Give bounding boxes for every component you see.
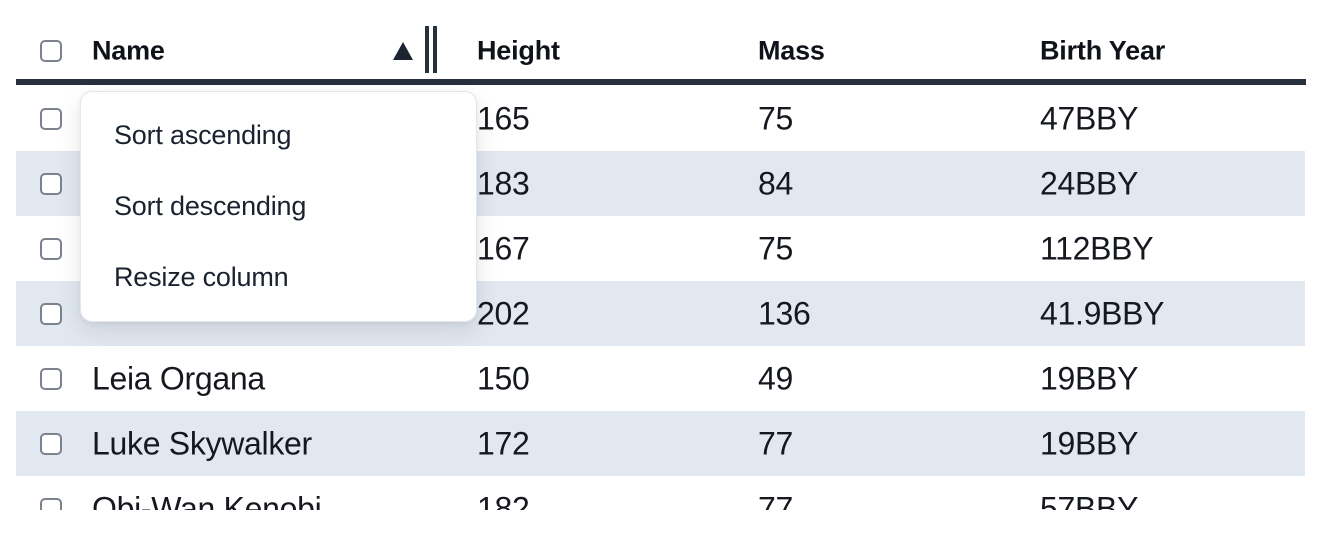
row-checkbox[interactable] (40, 107, 62, 130)
cell-height: 165 (477, 100, 530, 136)
cell-birth-year: 57BBY (1040, 490, 1139, 510)
column-header-birth-year[interactable]: Birth Year (1040, 35, 1166, 66)
column-header-height[interactable]: Height (477, 35, 560, 66)
column-resize-handle-icon[interactable] (425, 26, 437, 73)
menu-item-resize-column[interactable]: Resize column (114, 262, 289, 292)
table-header-row: Name Height Mass Birth Year (16, 0, 1306, 85)
column-header-mass[interactable]: Mass (758, 35, 825, 66)
cell-height: 150 (477, 360, 530, 396)
sort-ascending-icon (393, 42, 413, 60)
row-checkbox[interactable] (40, 367, 62, 390)
row-checkbox[interactable] (40, 237, 62, 260)
cell-birth-year: 24BBY (1040, 165, 1139, 201)
cell-birth-year: 19BBY (1040, 425, 1139, 461)
cell-height: 183 (477, 165, 530, 201)
menu-item-sort-descending[interactable]: Sort descending (114, 191, 307, 221)
row-checkbox[interactable] (40, 432, 62, 455)
cell-name: Leia Organa (92, 360, 265, 396)
column-context-menu: Sort ascending Sort descending Resize co… (80, 91, 477, 322)
table-row: Luke Skywalker 172 77 19BBY (16, 411, 1305, 476)
cell-height: 167 (477, 230, 530, 266)
cell-height: 172 (477, 425, 530, 461)
select-all-checkbox[interactable] (40, 40, 62, 62)
column-header-name[interactable]: Name (92, 35, 165, 66)
menu-item-sort-ascending[interactable]: Sort ascending (114, 120, 292, 150)
row-checkbox[interactable] (40, 172, 62, 195)
cell-birth-year: 41.9BBY (1040, 295, 1165, 331)
cell-mass: 136 (758, 295, 811, 331)
cell-mass: 75 (758, 100, 793, 136)
cell-birth-year: 19BBY (1040, 360, 1139, 396)
cell-mass: 84 (758, 165, 793, 201)
cell-height: 182 (477, 490, 530, 510)
cell-name: Obi-Wan Kenobi (92, 490, 322, 510)
cell-mass: 77 (758, 425, 793, 461)
cell-birth-year: 112BBY (1040, 230, 1154, 266)
table-viewport: Name Height Mass Birth Year 165 75 47BBY… (16, 0, 1306, 510)
cell-mass: 49 (758, 360, 793, 396)
row-checkbox[interactable] (40, 497, 62, 510)
table-row: Obi-Wan Kenobi 182 77 57BBY (16, 476, 1305, 510)
table-row: Leia Organa 150 49 19BBY (16, 346, 1305, 411)
row-checkbox[interactable] (40, 302, 62, 325)
cell-birth-year: 47BBY (1040, 100, 1139, 136)
cell-height: 202 (477, 295, 530, 331)
cell-mass: 77 (758, 490, 793, 510)
cell-mass: 75 (758, 230, 793, 266)
cell-name: Luke Skywalker (92, 425, 312, 461)
